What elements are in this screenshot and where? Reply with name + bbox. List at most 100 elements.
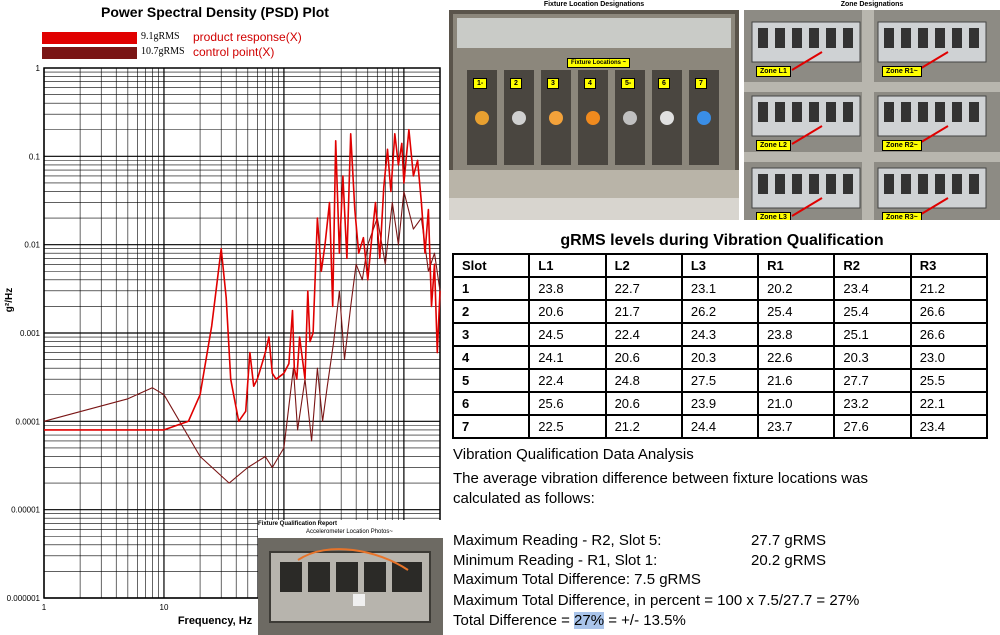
zone-rack-slot bbox=[792, 102, 802, 122]
zone-rack-slot bbox=[969, 28, 979, 48]
table-cell: 27.7 bbox=[833, 368, 912, 393]
zone-rack-slot bbox=[792, 28, 802, 48]
fixture-slot-label: 1- bbox=[473, 78, 488, 89]
table-row: 6 25.6 20.6 23.9 21.0 23.2 22.1 bbox=[451, 391, 989, 416]
table-cell: 26.2 bbox=[680, 299, 760, 324]
report-caption: Fixture Qualification Report bbox=[258, 521, 338, 527]
fixture-photo-caption: Fixture Location Designations bbox=[449, 0, 739, 10]
header-slot: Slot bbox=[451, 253, 531, 278]
table-cell-slot: 7 bbox=[451, 414, 531, 439]
chart-grid bbox=[43, 67, 441, 599]
zone-rack bbox=[877, 95, 987, 137]
fixture-connector bbox=[623, 111, 637, 125]
zone-rack-slot bbox=[918, 28, 928, 48]
table-cell: 27.6 bbox=[833, 414, 912, 439]
zone-rack-slot bbox=[952, 174, 962, 194]
zone-label: Zone L2 bbox=[756, 140, 791, 151]
fixture-photo-drawing bbox=[449, 10, 739, 220]
psd-chart: 10.10.010.0010.00010.000010.000001110100… bbox=[4, 64, 441, 627]
table-cell: 24.5 bbox=[528, 322, 607, 347]
total-difference-suffix: = +/- 13.5% bbox=[604, 612, 686, 629]
zone-rack bbox=[751, 167, 861, 209]
x-tick-label: 1 bbox=[42, 603, 47, 612]
y-tick-label: 0.1 bbox=[29, 152, 41, 161]
zone-rack-slot bbox=[901, 28, 911, 48]
table-cell: 22.5 bbox=[528, 414, 607, 439]
zone-rack-slot bbox=[935, 102, 945, 122]
zone-rack-slot bbox=[809, 174, 819, 194]
zone-rack-slot bbox=[969, 174, 979, 194]
table-cell: 23.0 bbox=[909, 345, 989, 370]
table-cell: 23.8 bbox=[528, 276, 607, 301]
table-cell: 24.4 bbox=[680, 414, 760, 439]
zone-pointer-arrow bbox=[917, 51, 949, 71]
fixture-connector bbox=[549, 111, 563, 125]
max-reading-label: Maximum Reading - R2, Slot 5: bbox=[453, 532, 662, 549]
fixture-connector bbox=[475, 111, 489, 125]
zone-rack-slot bbox=[952, 28, 962, 48]
total-difference: Total Difference = 27% = +/- 13.5% bbox=[453, 612, 686, 629]
table-cell: 25.6 bbox=[528, 391, 607, 416]
zone-rack-slot bbox=[884, 28, 894, 48]
zone-rack-slot bbox=[775, 102, 785, 122]
table-cell: 21.2 bbox=[909, 276, 989, 301]
zone-rack-slot bbox=[884, 102, 894, 122]
table-row: 7 22.5 21.2 24.4 23.7 27.6 23.4 bbox=[451, 414, 989, 439]
zone-rack-slot bbox=[935, 174, 945, 194]
table-cell-slot: 4 bbox=[451, 345, 531, 370]
table-cell: 23.9 bbox=[680, 391, 760, 416]
table-cell: 20.6 bbox=[528, 299, 607, 324]
table-cell: 22.7 bbox=[604, 276, 683, 301]
table-cell: 20.6 bbox=[604, 391, 683, 416]
table-cell: 23.4 bbox=[833, 276, 912, 301]
total-difference-highlight: 27% bbox=[574, 612, 605, 629]
fixture-connector bbox=[586, 111, 600, 125]
x-tick-label: 10 bbox=[160, 603, 169, 612]
table-cell: 21.6 bbox=[757, 368, 836, 393]
zone-rack-slot bbox=[884, 174, 894, 194]
zone-rack bbox=[877, 167, 987, 209]
legend-rms-product: 9.1gRMS bbox=[141, 31, 180, 42]
analysis-heading: Vibration Qualification Data Analysis bbox=[453, 446, 694, 463]
header-r2: R2 bbox=[833, 253, 912, 278]
fixture-slot-label: 4 bbox=[584, 78, 596, 89]
percent-difference: Maximum Total Difference, in percent = 1… bbox=[453, 592, 860, 609]
zone-label: Zone L3 bbox=[756, 212, 791, 220]
qualification-report-photo: Fixture Qualification Report Acceleromet… bbox=[258, 520, 443, 635]
legend-rms-control: 10.7gRMS bbox=[141, 46, 185, 57]
series-line-control-point bbox=[43, 190, 441, 484]
table-cell: 22.6 bbox=[757, 345, 836, 370]
y-tick-label: 0.0001 bbox=[16, 417, 41, 426]
table-cell: 27.5 bbox=[680, 368, 760, 393]
table-cell: 25.4 bbox=[833, 299, 912, 324]
zone-rack-slot bbox=[843, 28, 853, 48]
x-axis-label: Frequency, Hz bbox=[178, 615, 253, 627]
zone-rack bbox=[877, 21, 987, 63]
zone-rack-slot bbox=[826, 102, 836, 122]
y-tick-label: 0.00001 bbox=[11, 506, 40, 515]
zone-designation-photo: Zone Designations Zone L1 Zone R1~ Zone L2… bbox=[744, 0, 1000, 220]
analysis-intro-line2: calculated as follows: bbox=[453, 490, 595, 507]
table-cell: 20.6 bbox=[604, 345, 683, 370]
table-cell: 23.2 bbox=[833, 391, 912, 416]
zone-rack-slot bbox=[918, 102, 928, 122]
table-cell-slot: 6 bbox=[451, 391, 531, 416]
zone-rack-slot bbox=[775, 28, 785, 48]
zone-label: Zone R3~ bbox=[882, 212, 922, 220]
y-tick-label: 1 bbox=[36, 64, 41, 73]
fixture-slot-label: 6 bbox=[658, 78, 670, 89]
table-cell: 23.7 bbox=[757, 414, 836, 439]
fixture-slot-label: 5- bbox=[621, 78, 636, 89]
table-cell: 21.2 bbox=[604, 414, 683, 439]
report-photo-drawing bbox=[258, 538, 443, 635]
table-cell: 24.8 bbox=[604, 368, 683, 393]
grms-table: Slot L1 L2 L3 R1 R2 R3 1 23.8 22.7 23.1 20.2… bbox=[451, 253, 989, 439]
zone-rack-slot bbox=[809, 102, 819, 122]
chart-series-group bbox=[43, 128, 441, 484]
table-header-row: Slot L1 L2 L3 R1 R2 R3 bbox=[451, 253, 989, 278]
legend-label-control: control point(X) bbox=[193, 45, 275, 59]
legend-swatch-control bbox=[42, 47, 137, 59]
table-cell: 23.1 bbox=[680, 276, 760, 301]
min-reading-value: 20.2 gRMS bbox=[751, 552, 827, 569]
y-tick-label: 0.01 bbox=[24, 241, 40, 250]
